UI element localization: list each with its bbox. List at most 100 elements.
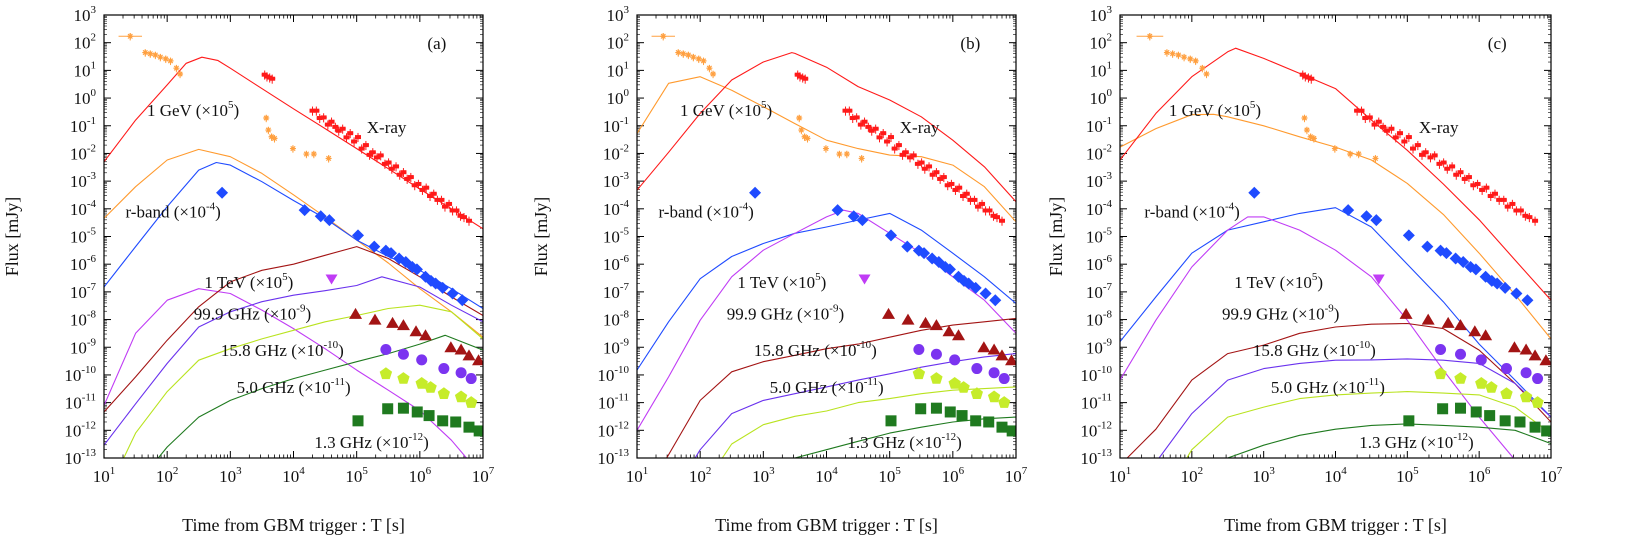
gev-data-point bbox=[651, 32, 676, 41]
model-curve-ghz158 bbox=[104, 276, 483, 446]
plot-frame bbox=[103, 14, 484, 459]
series-label-exponent: -12 bbox=[408, 431, 423, 443]
ghz999-data-point bbox=[1399, 307, 1413, 319]
xray-data-point bbox=[453, 206, 460, 216]
tick-base: 10 bbox=[1181, 467, 1198, 486]
tick-exponent: 1 bbox=[643, 465, 649, 477]
ghz13-data-point bbox=[423, 410, 435, 422]
ghz13-data-point bbox=[1455, 402, 1467, 414]
ghz999-data-point bbox=[1468, 325, 1482, 337]
rband-data-point bbox=[969, 281, 982, 294]
ghz999-data-point bbox=[349, 307, 363, 319]
xray-data-point bbox=[385, 158, 392, 168]
xray-data-point bbox=[956, 183, 963, 193]
series-label-ghz999: 99.9 GHz (×10-9) bbox=[727, 302, 844, 323]
tick-exponent: 3 bbox=[624, 4, 630, 16]
y-tick-label: 10-10 bbox=[597, 364, 629, 385]
gev-data-point bbox=[836, 150, 843, 159]
tick-base: 10 bbox=[282, 467, 299, 486]
xray-data-point bbox=[921, 164, 928, 174]
xray-data-point bbox=[1358, 106, 1365, 116]
tick-base: 10 bbox=[1080, 421, 1097, 440]
gev-data-point bbox=[167, 57, 174, 66]
tick-exponent: 5 bbox=[1413, 465, 1419, 477]
gev-data-point bbox=[1331, 145, 1338, 153]
model-curves bbox=[637, 52, 1016, 458]
gev-data-point bbox=[695, 55, 702, 64]
xray-data-point bbox=[979, 199, 986, 209]
tick-exponent: -9 bbox=[620, 336, 630, 348]
ghz999-data-point bbox=[929, 319, 943, 331]
x-tick-label: 104 bbox=[1324, 465, 1347, 486]
xray-data-point bbox=[1405, 132, 1412, 143]
series-label-exponent: -11 bbox=[1365, 376, 1379, 388]
tick-exponent: 7 bbox=[1557, 465, 1563, 477]
tick-base: 10 bbox=[74, 34, 91, 53]
x-tick-label: 105 bbox=[878, 465, 901, 486]
ghz13-data-point bbox=[1403, 415, 1415, 427]
xray-data-point bbox=[351, 137, 358, 147]
series-label-exponent: -4 bbox=[739, 201, 749, 213]
xray-data-point bbox=[1517, 206, 1524, 216]
y-tick-label: 100 bbox=[1090, 87, 1113, 108]
y-tick-label: 10-5 bbox=[603, 226, 630, 247]
y-tick-label: 10-13 bbox=[64, 447, 96, 468]
series-label-text: 1 TeV (×10 bbox=[737, 273, 815, 292]
tick-base: 10 bbox=[603, 338, 620, 357]
x-tick-label: 107 bbox=[472, 465, 495, 486]
tick-base: 10 bbox=[70, 283, 87, 302]
series-label-exponent: -12 bbox=[1453, 431, 1468, 443]
xray-data-point bbox=[1431, 151, 1438, 161]
x-axis-label: Time from GBM trigger : T [s] bbox=[182, 515, 405, 535]
xray-data-point bbox=[861, 117, 868, 127]
y-tick-label: 10-10 bbox=[1080, 364, 1112, 385]
xray-data-point bbox=[1444, 164, 1451, 174]
ghz158-data-point bbox=[930, 348, 942, 360]
gev-data-point bbox=[1310, 135, 1317, 143]
tick-exponent: 1 bbox=[1107, 59, 1113, 71]
y-tick-label: 10-3 bbox=[603, 170, 630, 191]
y-tick-label: 10-4 bbox=[70, 198, 97, 219]
xray-data-point bbox=[400, 168, 407, 178]
axes: 101 102 103 104 105 106 10710310210110010-110-… bbox=[1046, 4, 1563, 535]
ghz13-data-point bbox=[956, 410, 968, 422]
xray-data-point bbox=[1474, 179, 1481, 189]
series-label-text: r-band (×10 bbox=[125, 203, 206, 222]
xray-data-point bbox=[918, 158, 925, 168]
gev-data-point bbox=[858, 155, 865, 163]
x-tick-label: 104 bbox=[815, 465, 838, 486]
axes: 101 102 103 104 105 106 10710310210110010-110-… bbox=[2, 4, 495, 535]
xray-data-point bbox=[910, 151, 917, 161]
xray-data-point bbox=[347, 129, 354, 139]
tick-exponent: -7 bbox=[1103, 281, 1113, 293]
y-tick-label: 10-4 bbox=[1086, 198, 1113, 219]
series-label-ghz13: 1.3 GHz (×10-12) bbox=[1359, 431, 1473, 452]
ghz50-data-point bbox=[1531, 396, 1544, 408]
xray-data-point bbox=[1308, 74, 1315, 84]
tick-base: 10 bbox=[1468, 467, 1485, 486]
gev-data-point bbox=[303, 150, 310, 159]
xray-data-point bbox=[899, 150, 906, 160]
y-tick-label: 10-9 bbox=[70, 336, 97, 357]
tick-exponent: 3 bbox=[1269, 465, 1275, 477]
series-label-text: 5.0 GHz (×10 bbox=[1271, 378, 1365, 397]
rband-data-point bbox=[352, 229, 365, 242]
x-tick-label: 105 bbox=[1396, 465, 1419, 486]
tick-base: 10 bbox=[1086, 172, 1103, 191]
gev-data-point bbox=[700, 57, 707, 66]
xray-data-point bbox=[902, 148, 909, 158]
ghz158-data-point bbox=[1475, 354, 1487, 366]
gev-data-point bbox=[685, 51, 692, 60]
ghz50-data-point bbox=[1434, 367, 1447, 380]
xray-data-point bbox=[1491, 189, 1498, 199]
tick-exponent: 1 bbox=[624, 59, 630, 71]
series-label-tev: 1 TeV (×105) bbox=[204, 271, 293, 292]
series-label-close: ) bbox=[748, 203, 754, 222]
tick-exponent: -2 bbox=[1103, 142, 1112, 154]
model-curve-ghz999 bbox=[666, 317, 1016, 458]
tick-base: 10 bbox=[1324, 467, 1341, 486]
ghz158-data-point bbox=[416, 354, 428, 366]
gev-data-point bbox=[690, 53, 697, 62]
tick-base: 10 bbox=[219, 467, 236, 486]
